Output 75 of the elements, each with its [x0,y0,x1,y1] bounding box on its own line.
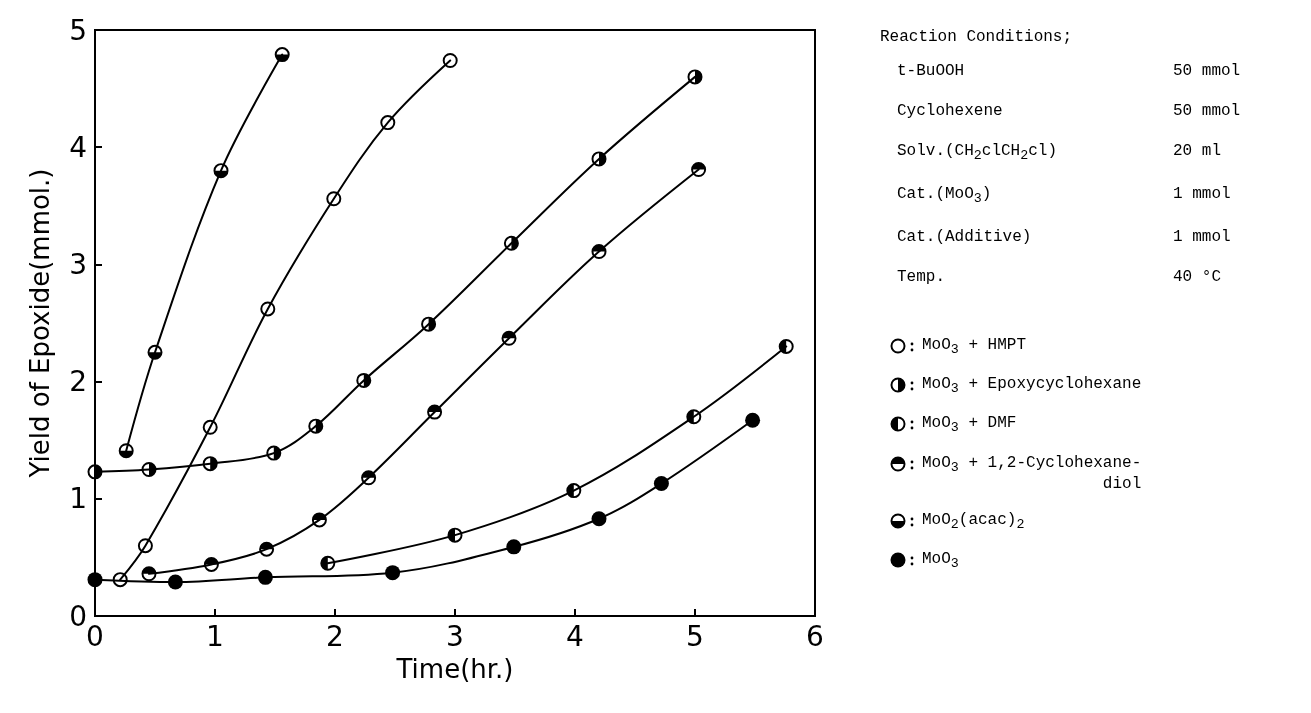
text: 1 mmol [1173,228,1232,247]
point [778,338,794,354]
point [653,476,669,492]
point [320,555,336,571]
text: Reaction Conditions; [880,28,1074,46]
point [356,372,372,388]
point [141,566,157,582]
x-tick-label: 4 [566,619,584,653]
point [380,115,396,131]
legend-label: MoO$_{2}$(acac)$_{2}$ [922,510,1025,532]
y-tick-label: 4 [69,130,87,164]
point [687,69,703,85]
point [591,244,607,260]
point [686,409,702,425]
point [447,527,463,543]
legend-label: MoO$_{3}$ + 1,2-Cyclohexane- diol [922,453,1142,493]
point [141,462,157,477]
point [385,565,401,581]
point [87,464,103,480]
legend-label: MoO$_{3}$ + DMF [922,414,1017,436]
text: 1 mmol [1173,185,1232,206]
point [213,163,229,179]
text: Temp. [897,268,946,287]
point [202,456,218,472]
y-axis-title: Yield of Epoxide(mmol.) [25,168,55,479]
point [442,52,458,68]
point [361,470,377,486]
point [745,412,761,428]
point [421,316,437,332]
text: 20 ml [1173,142,1222,162]
point [118,443,134,459]
legend-label: MoO$_{3}$ + HMPT [922,336,1027,358]
point [266,445,282,461]
point [257,569,273,585]
text: Solv.(CH$_{2}$clCH$_{2}$cl) [897,142,1059,164]
x-tick-label: 1 [206,619,224,653]
point [591,511,607,527]
point [691,161,707,177]
y-tick-label: 2 [69,365,87,399]
point [326,191,342,207]
y-tick-label: 5 [69,13,87,47]
x-tick-label: 5 [686,619,704,653]
point [260,301,276,317]
point [311,512,327,528]
text: t-BuOOH [897,62,966,80]
point [501,330,517,346]
point [503,235,519,251]
point [427,404,443,420]
legend-label: MoO$_{3}$ + Epoxycyclohexane [922,375,1142,397]
point [308,418,324,434]
point [259,541,275,557]
point [167,574,183,590]
point [274,47,290,63]
text: Cat.(Additive) [897,228,1033,247]
point [112,572,128,588]
text: 40 °C [1173,268,1222,287]
point [591,151,607,167]
text: 50 mmol [1173,62,1241,80]
point [202,419,218,435]
text: Cyclohexene [897,102,1004,120]
point [566,483,582,499]
point [137,538,153,554]
point [506,539,522,555]
x-tick-label: 6 [806,619,824,653]
x-tick-label: 2 [326,619,344,653]
legend-label: MoO$_{3}$ [922,549,959,572]
point [203,556,219,572]
x-tick-label: 3 [446,619,464,653]
y-tick-label: 1 [69,482,87,516]
x-axis-title: Time(hr.) [395,654,514,684]
point [87,572,103,588]
y-tick-label: 3 [69,247,87,281]
text: Cat.(MoO$_{3}$) [897,185,993,207]
text: 50 mmol [1173,102,1241,120]
point [147,344,163,360]
